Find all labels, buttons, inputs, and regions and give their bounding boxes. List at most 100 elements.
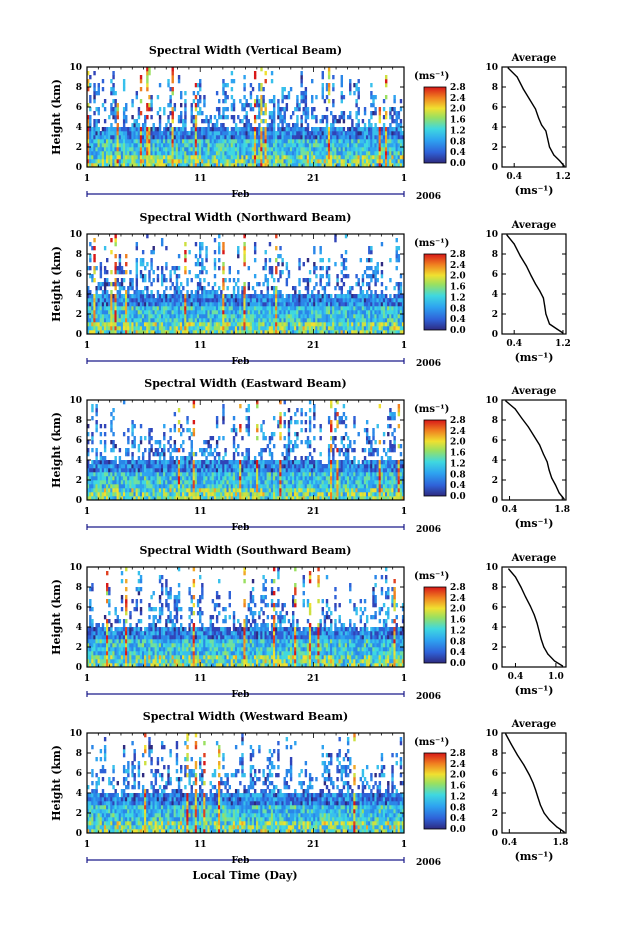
heatmap-cell bbox=[89, 472, 92, 477]
heatmap-cell bbox=[315, 298, 318, 303]
heatmap-cell bbox=[190, 119, 193, 124]
heatmap-cell bbox=[256, 103, 259, 108]
heatmap-cell bbox=[359, 302, 363, 307]
heatmap-cell bbox=[277, 159, 280, 164]
ytick-label: 0 bbox=[76, 330, 82, 340]
heatmap-cell bbox=[256, 302, 259, 307]
heatmap-cell bbox=[141, 123, 145, 128]
heatmap-cell bbox=[279, 115, 282, 120]
heatmap-cell bbox=[139, 135, 143, 140]
heatmap-cell bbox=[177, 119, 181, 124]
heatmap-cell bbox=[99, 460, 103, 465]
heatmap-cell bbox=[182, 468, 185, 473]
heatmap-cell bbox=[370, 266, 373, 271]
heatmap-cell bbox=[281, 262, 284, 267]
heatmap-cell bbox=[241, 163, 244, 168]
heatmap-cell bbox=[363, 135, 367, 140]
heatmap-cell bbox=[167, 484, 170, 489]
heatmap-cell bbox=[188, 298, 191, 303]
heatmap-cell bbox=[256, 151, 259, 156]
heatmap-cell bbox=[184, 254, 187, 259]
heatmap-cell bbox=[391, 119, 394, 124]
heatmap-cell bbox=[376, 310, 379, 315]
heatmap-cell bbox=[110, 476, 113, 481]
heatmap-cell bbox=[182, 488, 185, 493]
heatmap-cell bbox=[89, 147, 92, 152]
heatmap-cell bbox=[234, 302, 238, 307]
heatmap-cell bbox=[346, 151, 350, 156]
heatmap-cell bbox=[279, 246, 282, 251]
heatmap-cell bbox=[387, 155, 390, 160]
heatmap-cell bbox=[342, 282, 346, 287]
heatmap-cell bbox=[108, 302, 111, 307]
heatmap-cell bbox=[387, 151, 390, 156]
heatmap-cell bbox=[215, 290, 219, 295]
heatmap-cell bbox=[287, 330, 291, 335]
heatmap-cell bbox=[222, 135, 225, 140]
heatmap-cell bbox=[243, 242, 246, 247]
heatmap-cell bbox=[272, 151, 276, 156]
heatmap-cell bbox=[135, 95, 139, 100]
heatmap-cell bbox=[258, 326, 261, 331]
heatmap-cell bbox=[374, 135, 377, 140]
heatmap-cell bbox=[253, 155, 257, 160]
heatmap-cell bbox=[262, 139, 265, 144]
heatmap-cell bbox=[101, 464, 105, 469]
heatmap-cell bbox=[245, 314, 248, 319]
heatmap-cell bbox=[277, 163, 280, 168]
heatmap-cell bbox=[114, 468, 117, 473]
heatmap-cell bbox=[116, 266, 119, 271]
heatmap-cell bbox=[256, 330, 259, 335]
heatmap-cell bbox=[311, 139, 314, 144]
heatmap-cell bbox=[230, 298, 234, 303]
heatmap-cell bbox=[148, 326, 151, 331]
heatmap-cell bbox=[163, 143, 166, 148]
heatmap-cell bbox=[192, 123, 196, 128]
heatmap-cell bbox=[135, 143, 139, 148]
heatmap-cell bbox=[222, 115, 225, 120]
heatmap-cell bbox=[239, 119, 242, 124]
heatmap-cell bbox=[382, 107, 386, 112]
heatmap-cell bbox=[165, 488, 168, 493]
heatmap-cell bbox=[173, 294, 177, 299]
heatmap-cell bbox=[321, 274, 324, 279]
heatmap-cell bbox=[300, 326, 303, 331]
heatmap-cell bbox=[194, 262, 198, 267]
heatmap-cell bbox=[188, 310, 191, 315]
heatmap-cell bbox=[401, 318, 405, 323]
heatmap-cell bbox=[319, 135, 322, 140]
heatmap-cell bbox=[110, 440, 113, 445]
heatmap-cell bbox=[110, 420, 113, 425]
heatmap-cell bbox=[306, 286, 310, 291]
heatmap-cell bbox=[370, 290, 373, 295]
heatmap-cell bbox=[171, 496, 174, 501]
heatmap-cell bbox=[203, 103, 206, 108]
heatmap-cell bbox=[205, 330, 208, 335]
heatmap-cell bbox=[258, 127, 261, 132]
heatmap-cell bbox=[264, 143, 267, 148]
heatmap-cell bbox=[203, 147, 206, 152]
heatmap-cell bbox=[393, 155, 396, 160]
heatmap-cell bbox=[389, 123, 392, 128]
heatmap-cell bbox=[344, 159, 348, 164]
heatmap-cell bbox=[401, 147, 405, 152]
heatmap-cell bbox=[262, 282, 265, 287]
heatmap-cell bbox=[213, 115, 217, 120]
heatmap-cell bbox=[192, 151, 196, 156]
heatmap-cell bbox=[332, 103, 335, 108]
heatmap-cell bbox=[351, 314, 354, 319]
heatmap-cell bbox=[338, 330, 341, 335]
heatmap-cell bbox=[112, 318, 115, 323]
heatmap-cell bbox=[393, 139, 396, 144]
heatmap-cell bbox=[194, 107, 198, 112]
heatmap-cell bbox=[264, 314, 267, 319]
heatmap-cell bbox=[196, 306, 200, 311]
heatmap-cell bbox=[91, 322, 94, 327]
heatmap-cell bbox=[173, 147, 177, 152]
heatmap-cell bbox=[213, 318, 217, 323]
heatmap-cell bbox=[401, 298, 405, 303]
heatmap-cell bbox=[190, 298, 193, 303]
heatmap-cell bbox=[243, 318, 246, 323]
heatmap-cell bbox=[89, 294, 92, 299]
heatmap-cell bbox=[289, 135, 293, 140]
